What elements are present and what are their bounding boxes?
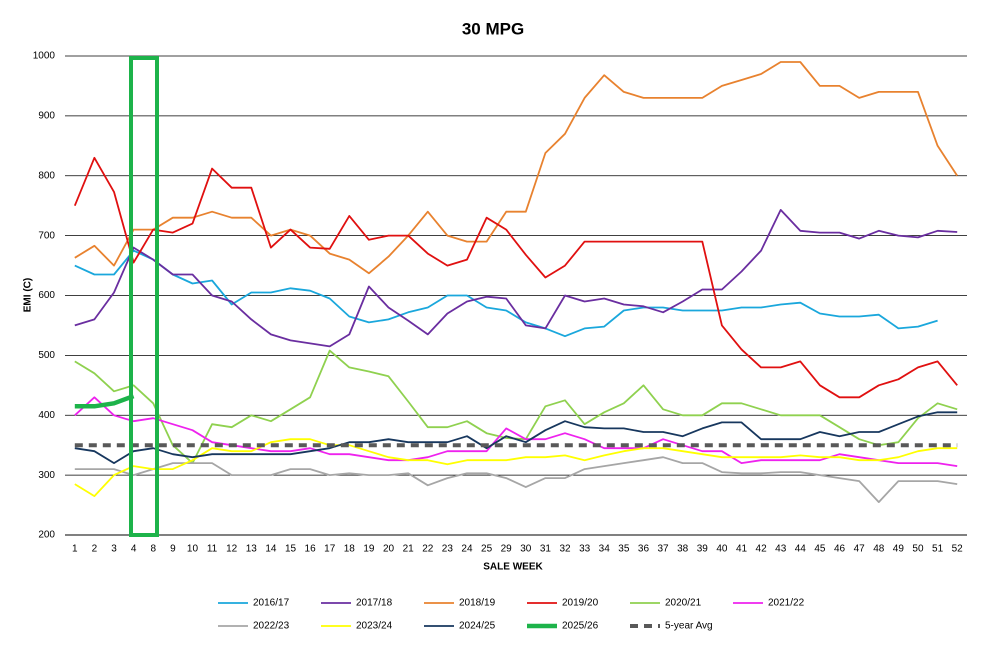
x-tick-label: 37 — [658, 544, 670, 555]
series-line — [74, 249, 938, 338]
x-tick-label: 19 — [363, 544, 375, 555]
x-tick-label: 50 — [912, 544, 924, 555]
legend-label: 5-year Avg — [665, 621, 713, 632]
x-tick-label: 1 — [72, 544, 78, 555]
x-tick-label: 49 — [893, 544, 905, 555]
y-tick-label: 700 — [38, 230, 55, 241]
x-tick-label: 15 — [285, 544, 297, 555]
x-tick-label: 48 — [873, 544, 885, 555]
x-tick-label: 43 — [775, 544, 787, 555]
legend-label: 2025/26 — [562, 621, 599, 632]
x-tick-label: 20 — [383, 544, 395, 555]
x-tick-label: 23 — [442, 544, 454, 555]
x-tick-label: 18 — [344, 544, 356, 555]
x-tick-label: 34 — [599, 544, 611, 555]
x-tick-label: 31 — [540, 544, 552, 555]
x-tick-label: 41 — [736, 544, 748, 555]
legend-label: 2016/17 — [253, 598, 290, 609]
x-tick-label: 32 — [559, 544, 571, 555]
y-tick-label: 300 — [38, 470, 55, 481]
legend-label: 2023/24 — [356, 621, 393, 632]
x-tick-label: 16 — [305, 544, 317, 555]
x-tick-label: 38 — [677, 544, 689, 555]
legend-label: 2024/25 — [459, 621, 496, 632]
series-line — [74, 393, 135, 409]
x-tick-label: 51 — [932, 544, 944, 555]
series-line — [73, 156, 958, 399]
x-tick-label: 21 — [403, 544, 415, 555]
x-tick-label: 46 — [834, 544, 846, 555]
y-tick-label: 900 — [38, 111, 55, 122]
x-tick-label: 47 — [854, 544, 866, 555]
highlight-box — [129, 56, 159, 537]
series-line — [74, 209, 958, 348]
x-tick-label: 24 — [461, 544, 473, 555]
y-tick-label: 200 — [38, 530, 55, 541]
x-tick-label: 13 — [246, 544, 258, 555]
series-line — [74, 438, 958, 497]
x-tick-label: 12 — [226, 544, 238, 555]
y-tick-label: 400 — [38, 410, 55, 421]
x-tick-label: 2 — [92, 544, 98, 555]
legend-label: 2020/21 — [665, 598, 702, 609]
x-tick-label: 45 — [814, 544, 826, 555]
x-tick-label: 3 — [111, 544, 117, 555]
legend-label: 2017/18 — [356, 598, 393, 609]
series-line — [74, 456, 958, 503]
x-tick-label: 14 — [265, 544, 277, 555]
x-tick-label: 40 — [716, 544, 728, 555]
series-line — [74, 61, 958, 275]
y-tick-label: 1000 — [33, 51, 56, 62]
x-tick-label: 11 — [207, 544, 218, 555]
x-tick-label: 22 — [422, 544, 434, 555]
legend-label: 2019/20 — [562, 598, 599, 609]
x-tick-label: 44 — [795, 544, 807, 555]
chart-title: 30 MPG — [462, 19, 524, 38]
x-tick-label: 4 — [131, 544, 137, 555]
x-tick-label: 30 — [520, 544, 532, 555]
x-tick-label: 10 — [187, 544, 199, 555]
x-tick-label: 35 — [618, 544, 630, 555]
y-tick-label: 600 — [38, 290, 55, 301]
y-tick-label: 500 — [38, 350, 55, 361]
x-tick-label: 42 — [756, 544, 768, 555]
legend-label: 2018/19 — [459, 598, 496, 609]
x-tick-label: 39 — [697, 544, 709, 555]
x-axis-title: SALE WEEK — [483, 562, 543, 573]
x-tick-label: 36 — [638, 544, 650, 555]
x-tick-label: 9 — [170, 544, 176, 555]
x-tick-label: 25 — [481, 544, 493, 555]
x-tick-label: 17 — [324, 544, 336, 555]
x-tick-label: 52 — [952, 544, 964, 555]
series-line — [74, 411, 958, 464]
legend-label: 2022/23 — [253, 621, 290, 632]
x-tick-label: 8 — [150, 544, 156, 555]
x-tick-label: 29 — [501, 544, 513, 555]
legend-label: 2021/22 — [768, 598, 805, 609]
x-tick-label: 33 — [579, 544, 591, 555]
y-axis-title: EMI (C) — [23, 278, 34, 312]
y-tick-label: 800 — [38, 170, 55, 181]
